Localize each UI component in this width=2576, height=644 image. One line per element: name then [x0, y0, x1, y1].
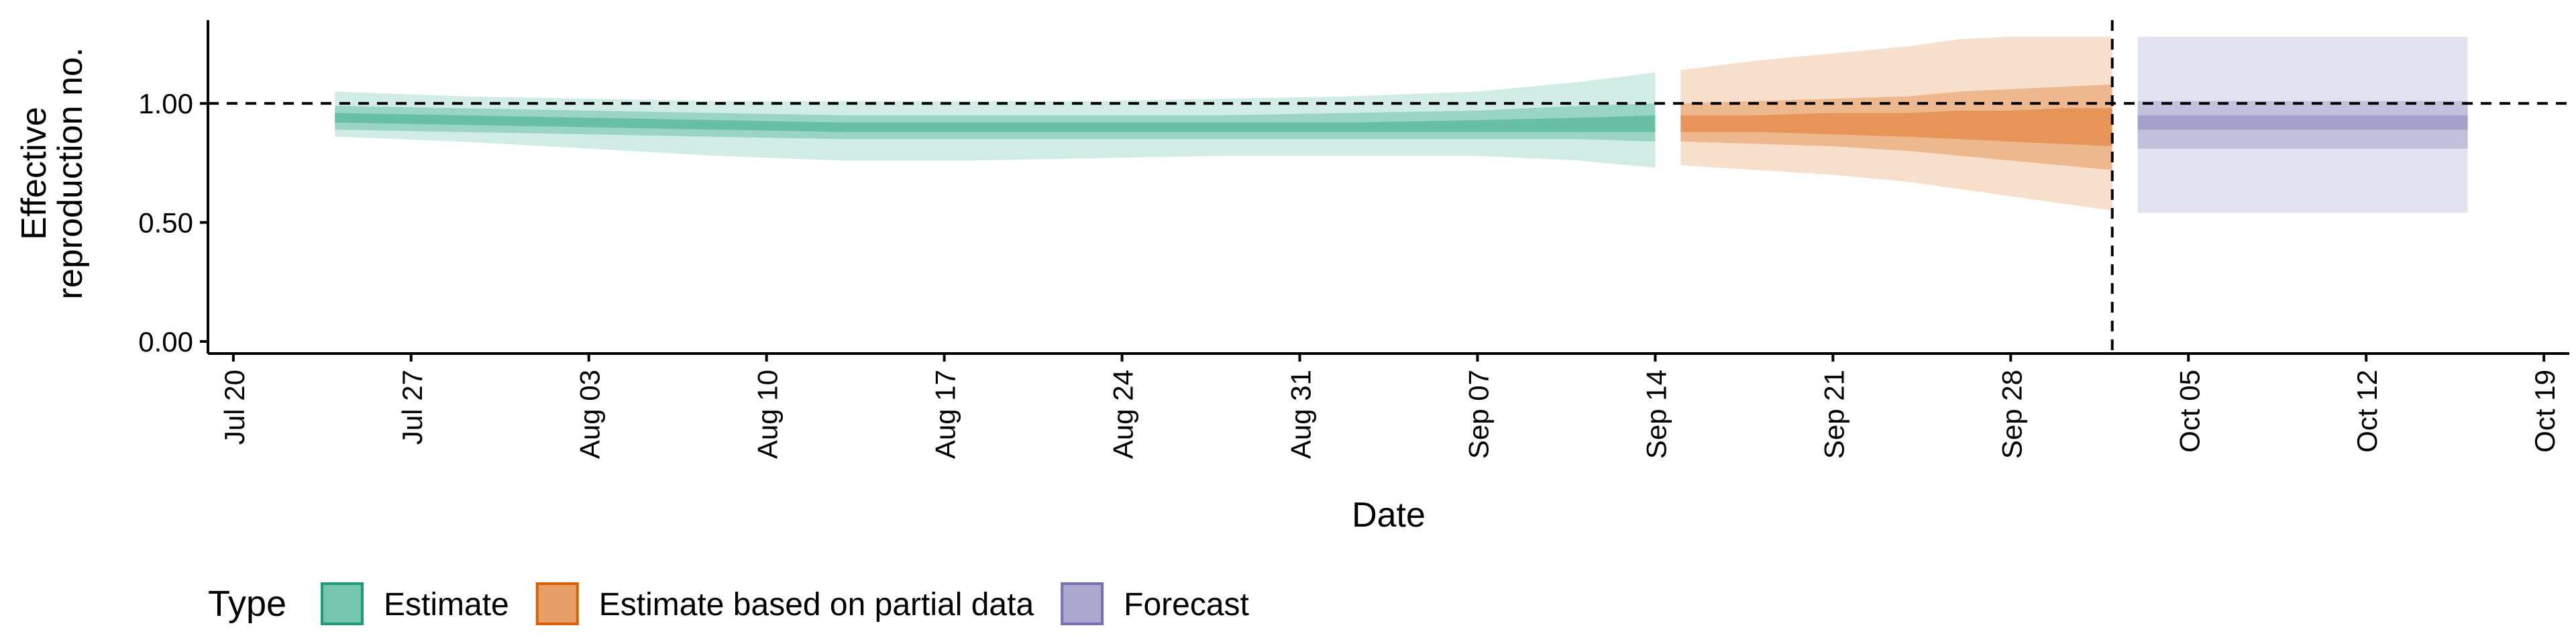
x-tick-label: Sep 21	[1818, 370, 1849, 459]
y-tick-label: 1.00	[138, 88, 193, 119]
forecast-ribbon-50	[2137, 115, 2468, 130]
legend-key-estimate	[321, 582, 364, 625]
estimate-ribbon-50	[335, 113, 1656, 132]
y-axis-title-line: Effective	[15, 107, 54, 239]
x-axis-title: Date	[1352, 496, 1426, 535]
estimate-ribbon-95	[335, 72, 1656, 168]
x-tick-label: Aug 03	[574, 370, 606, 459]
x-tick-label: Sep 07	[1462, 370, 1494, 459]
x-tick-label: Aug 17	[930, 370, 961, 459]
x-tick-label: Oct 19	[2529, 370, 2561, 453]
estimate-ribbon-90	[335, 103, 1656, 142]
x-tick-label: Aug 10	[752, 370, 784, 459]
legend-label-forecast: Forecast	[1124, 587, 1249, 623]
y-tick-label: 0.00	[138, 326, 193, 358]
y-axis: 0.00 0.50 1.00	[138, 20, 209, 358]
legend-key-estimate-based-on-partial-data	[535, 582, 579, 625]
legend-label-estimate: Estimate	[384, 587, 509, 623]
x-tick-label: Jul 20	[219, 370, 250, 445]
y-tick-label: 0.50	[138, 207, 193, 239]
plot-area	[208, 20, 2569, 354]
forecast-ribbon-90	[2137, 101, 2468, 149]
estimate-based-on-partial-data-ribbon-50	[1680, 108, 2112, 147]
estimate-based-on-partial-data-ribbon-95	[1680, 36, 2112, 211]
estimate-based-on-partial-data-ribbon-90	[1680, 84, 2112, 170]
y-axis-title: Effectivereproduction no.	[15, 48, 90, 300]
x-axis: Jul 20 Jul 27 Aug 03 Aug 10 Aug 17 Aug 24 Aug …	[208, 352, 2569, 459]
x-tick-label: Sep 28	[1996, 370, 2027, 459]
x-tick-label: Aug 24	[1108, 370, 1139, 459]
x-tick-label: Sep 14	[1640, 370, 1672, 459]
x-tick-label: Oct 05	[2174, 370, 2205, 453]
x-tick-label: Aug 31	[1285, 370, 1317, 459]
x-tick-label: Oct 12	[2351, 370, 2383, 453]
legend: Estimate Estimate based on partial data Fo…	[321, 582, 1249, 625]
forecast-ribbon-95	[2137, 36, 2468, 213]
y-axis-title-line: reproduction no.	[51, 48, 90, 300]
legend-title: Type	[208, 584, 286, 624]
legend-label-estimate-based-on-partial-data: Estimate based on partial data	[599, 587, 1034, 623]
x-tick-label: Jul 27	[396, 370, 428, 445]
legend-key-forecast	[1061, 582, 1104, 625]
